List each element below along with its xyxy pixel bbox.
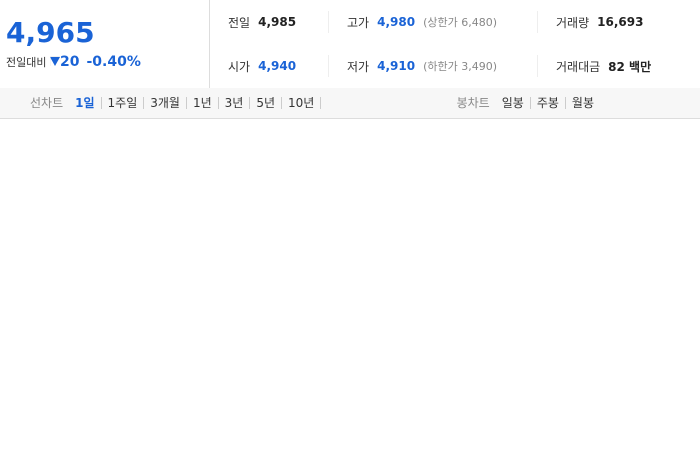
stats-row: 시가 4,940 저가 4,910 (하한가 3,490) 거래대금 82 백만 bbox=[210, 44, 700, 88]
stat-value: 4,985 bbox=[258, 15, 297, 29]
tab[interactable]: 1년 bbox=[187, 97, 219, 109]
stat-value: 16,693 bbox=[597, 15, 644, 29]
stat: 고가 4,980 (상한가 6,480) bbox=[329, 11, 538, 33]
change-label: 전일대비 bbox=[6, 56, 47, 69]
tab[interactable]: 3년 bbox=[219, 97, 251, 109]
tab-group-label: 봉차트 bbox=[456, 96, 490, 110]
tab-bar: 선차트 1일 1주일 3개월 1년 3년 5년 10년 봉차트 일봉 주봉 월봉 bbox=[0, 88, 700, 119]
tab[interactable]: 5년 bbox=[250, 97, 283, 109]
change: 전일대비 4,8804,9084,9374,9664,99508/2708/28… bbox=[6, 54, 700, 365]
tab[interactable]: 10년 bbox=[282, 97, 322, 109]
stat: 시가 4,940 bbox=[210, 55, 329, 77]
stat-value: 4,910 bbox=[377, 59, 416, 73]
tab[interactable]: 일봉 bbox=[496, 97, 531, 109]
chart bbox=[0, 118, 700, 450]
stat-label: 저가 bbox=[347, 59, 370, 74]
tab-group-label: 선차트 bbox=[30, 96, 64, 110]
tab[interactable]: 월봉 bbox=[571, 96, 594, 110]
stat-label: 거래대금 bbox=[556, 59, 601, 74]
stat-label: 거래량 bbox=[556, 15, 590, 30]
stat: 저가 4,910 (하한가 3,490) bbox=[329, 55, 538, 77]
change-value: 20 bbox=[59, 54, 80, 70]
quote: 4,965 전일대비 4,8804,9084,9374,9664,99508/2… bbox=[0, 0, 700, 365]
stat-label: 시가 bbox=[228, 59, 251, 74]
tab[interactable]: 3개월 bbox=[144, 97, 187, 109]
tab[interactable]: 1주일 bbox=[102, 97, 145, 109]
down-arrow: 4,8804,9084,9374,9664,99508/2708/2810:00… bbox=[47, 55, 700, 365]
change-pct: -0.40% bbox=[86, 54, 141, 70]
stat-extra: (상한가 6,480) bbox=[423, 16, 497, 29]
stat-value: 4,980 bbox=[377, 15, 416, 29]
summary: 4,965 전일대비 4,8804,9084,9374,9664,99508/2… bbox=[0, 0, 700, 365]
stat-value: 4,940 bbox=[258, 59, 297, 73]
stat: 전일 4,985 bbox=[210, 11, 329, 33]
stat-value: 82 백만 bbox=[608, 59, 652, 74]
stat-extra: (하한가 3,490) bbox=[423, 60, 497, 73]
stat: 거래대금 82 백만 bbox=[538, 55, 651, 77]
price: 4,965 bbox=[6, 16, 95, 49]
stat-label: 전일 bbox=[228, 15, 251, 30]
tab[interactable]: 1일 bbox=[69, 97, 102, 109]
stat: 거래량 16,693 bbox=[538, 11, 643, 33]
stat-label: 고가 bbox=[347, 15, 370, 30]
tab[interactable]: 주봉 bbox=[531, 97, 566, 109]
stats-row: 전일 4,985 고가 4,980 (상한가 6,480) 거래량 16,693 bbox=[210, 0, 700, 44]
